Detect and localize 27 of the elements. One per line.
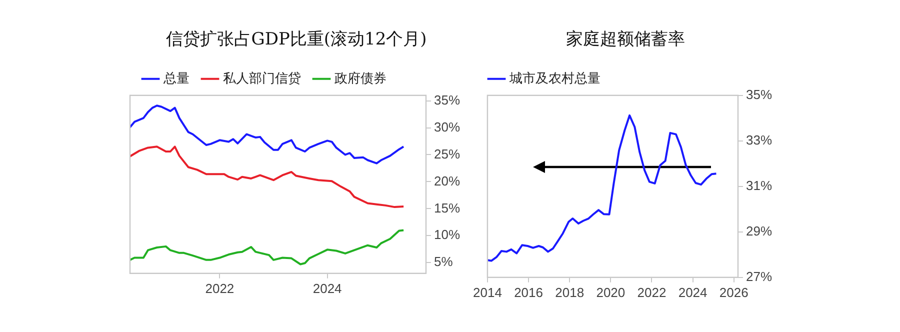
y-tick-label: 25% bbox=[434, 146, 460, 162]
x-tick-label: 2022 bbox=[205, 280, 234, 296]
y-tick-label: 30% bbox=[434, 119, 460, 134]
chart-title: 信贷扩张占GDP比重(滚动12个月) bbox=[166, 30, 427, 50]
y-tick-label: 31% bbox=[746, 178, 772, 193]
x-tick-label: 2018 bbox=[555, 284, 584, 300]
x-tick-label: 2016 bbox=[514, 284, 543, 300]
legend-label: 城市及农村总量 bbox=[508, 70, 600, 86]
x-tick-label: 2014 bbox=[473, 284, 502, 300]
legend-label: 私人部门信贷 bbox=[223, 70, 301, 86]
x-tick-label: 2024 bbox=[312, 280, 342, 296]
y-tick-label: 10% bbox=[434, 227, 460, 242]
y-tick-label: 27% bbox=[746, 268, 772, 284]
y-tick-label: 29% bbox=[746, 223, 772, 238]
x-tick-label: 2022 bbox=[637, 284, 666, 300]
y-tick-label: 15% bbox=[434, 200, 460, 216]
y-tick-label: 35% bbox=[746, 86, 772, 102]
x-tick-label: 2020 bbox=[596, 284, 626, 300]
legend-label: 总量 bbox=[162, 70, 190, 86]
y-tick-label: 5% bbox=[434, 254, 454, 270]
y-tick-label: 35% bbox=[434, 92, 460, 108]
legend-label: 政府债券 bbox=[334, 70, 386, 86]
x-tick-label: 2024 bbox=[678, 284, 708, 300]
y-tick-label: 20% bbox=[434, 173, 460, 188]
chart-title: 家庭超额储蓄率 bbox=[566, 30, 685, 50]
x-tick-label: 2026 bbox=[719, 284, 748, 300]
y-tick-label: 33% bbox=[746, 132, 772, 148]
